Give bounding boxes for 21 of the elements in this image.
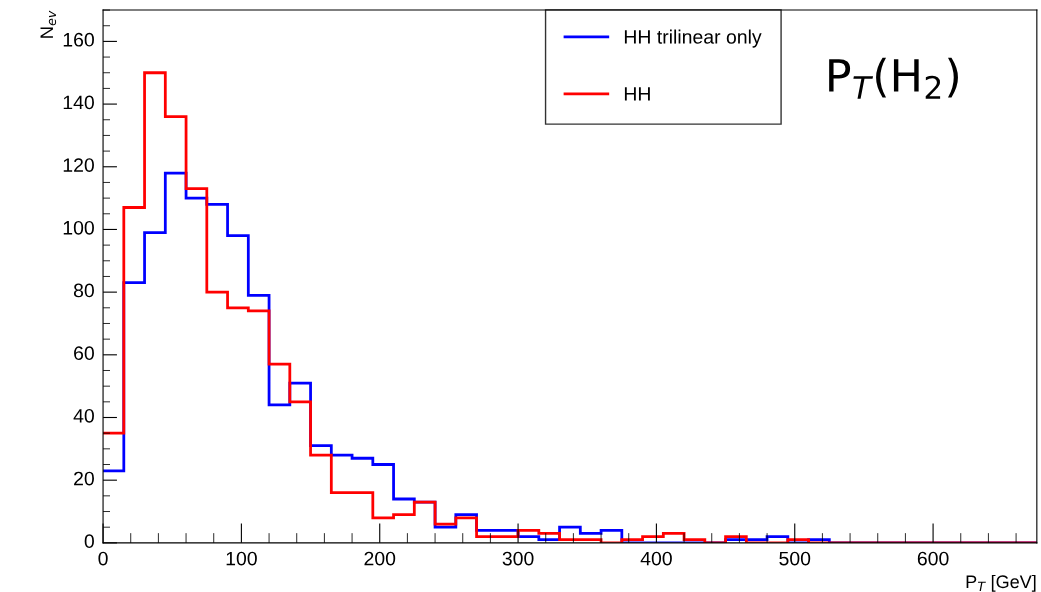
y-tick-label: 60 [74, 346, 94, 361]
x-tick-label: 100 [226, 551, 257, 566]
x-axis-title: P$_{T}$ [GeV] [966, 574, 1036, 592]
x-tick-label: 0 [98, 551, 108, 566]
y-tick-label: 160 [63, 32, 94, 47]
y-tick-label: 0 [84, 534, 94, 549]
legend-label: HH [624, 87, 650, 101]
x-tick-label: 600 [917, 551, 949, 566]
y-tick-label: 20 [74, 471, 94, 486]
legend-label: HH trilinear only [624, 29, 762, 48]
x-tick-label: 300 [502, 551, 534, 566]
y-tick-label: 120 [63, 158, 94, 172]
y-axis-title: N$_{ev}$ [40, 10, 57, 38]
y-tick-label: 80 [73, 283, 94, 298]
y-tick-label: 100 [63, 220, 94, 235]
annotation: P$_{T}$(H$_{2}$) [829, 57, 958, 99]
x-tick-label: 200 [364, 551, 396, 566]
y-tick-label: 40 [73, 408, 94, 423]
y-tick-label: 140 [63, 95, 94, 110]
x-tick-label: 400 [640, 551, 672, 566]
x-tick-label: 500 [779, 551, 811, 566]
